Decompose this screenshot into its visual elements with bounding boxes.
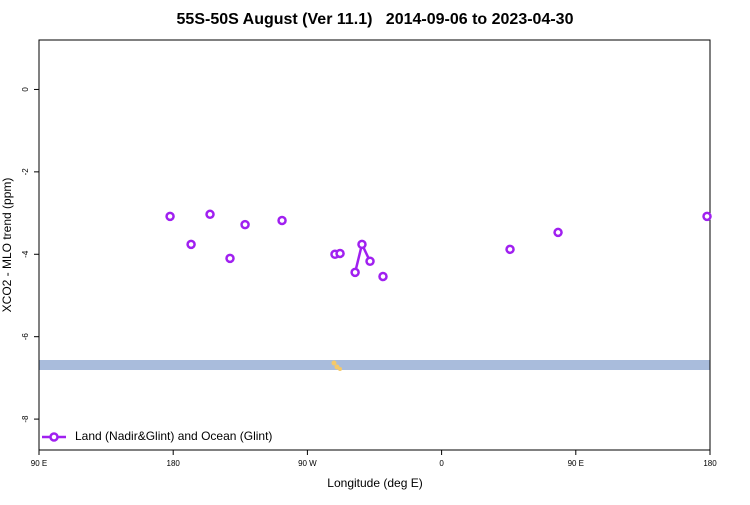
point — [350, 267, 360, 278]
x-tick-label: 90 W — [298, 459, 317, 468]
x-tick-label: 0 — [439, 459, 444, 468]
band — [39, 360, 710, 370]
point — [378, 271, 388, 282]
legend-label: Land (Nadir&Glint) and Ocean (Glint) — [75, 429, 272, 443]
point — [225, 253, 235, 264]
point — [553, 227, 563, 238]
y-tick-label: -8 — [21, 415, 30, 423]
plot-frame — [38, 39, 711, 451]
legend-marker — [49, 432, 59, 442]
band-dot — [331, 360, 337, 366]
x-tick-label: 180 — [167, 459, 181, 468]
point — [240, 219, 250, 230]
y-tick-label: -6 — [21, 333, 30, 341]
y-tick-label: -2 — [21, 168, 30, 176]
point — [702, 211, 712, 222]
point — [205, 209, 215, 220]
y-axis-label: XCO2 - MLO trend (ppm) — [0, 178, 14, 313]
point — [505, 244, 515, 255]
series-line — [355, 216, 707, 272]
y-tick-label: -4 — [21, 250, 30, 258]
band-dot — [338, 367, 342, 371]
point — [365, 256, 375, 267]
point — [357, 239, 367, 250]
x-tick-label: 90 E — [568, 459, 584, 468]
x-axis-label: Longitude (deg E) — [327, 476, 422, 490]
point — [186, 239, 196, 250]
point — [335, 248, 345, 259]
x-tick-label: 180 — [703, 459, 717, 468]
point — [165, 211, 175, 222]
chart-title: 55S-50S August (Ver 11.1) 2014-09-06 to … — [177, 11, 574, 28]
y-tick-label: 0 — [21, 87, 30, 92]
x-tick-label: 90 E — [31, 459, 47, 468]
point — [277, 215, 287, 226]
